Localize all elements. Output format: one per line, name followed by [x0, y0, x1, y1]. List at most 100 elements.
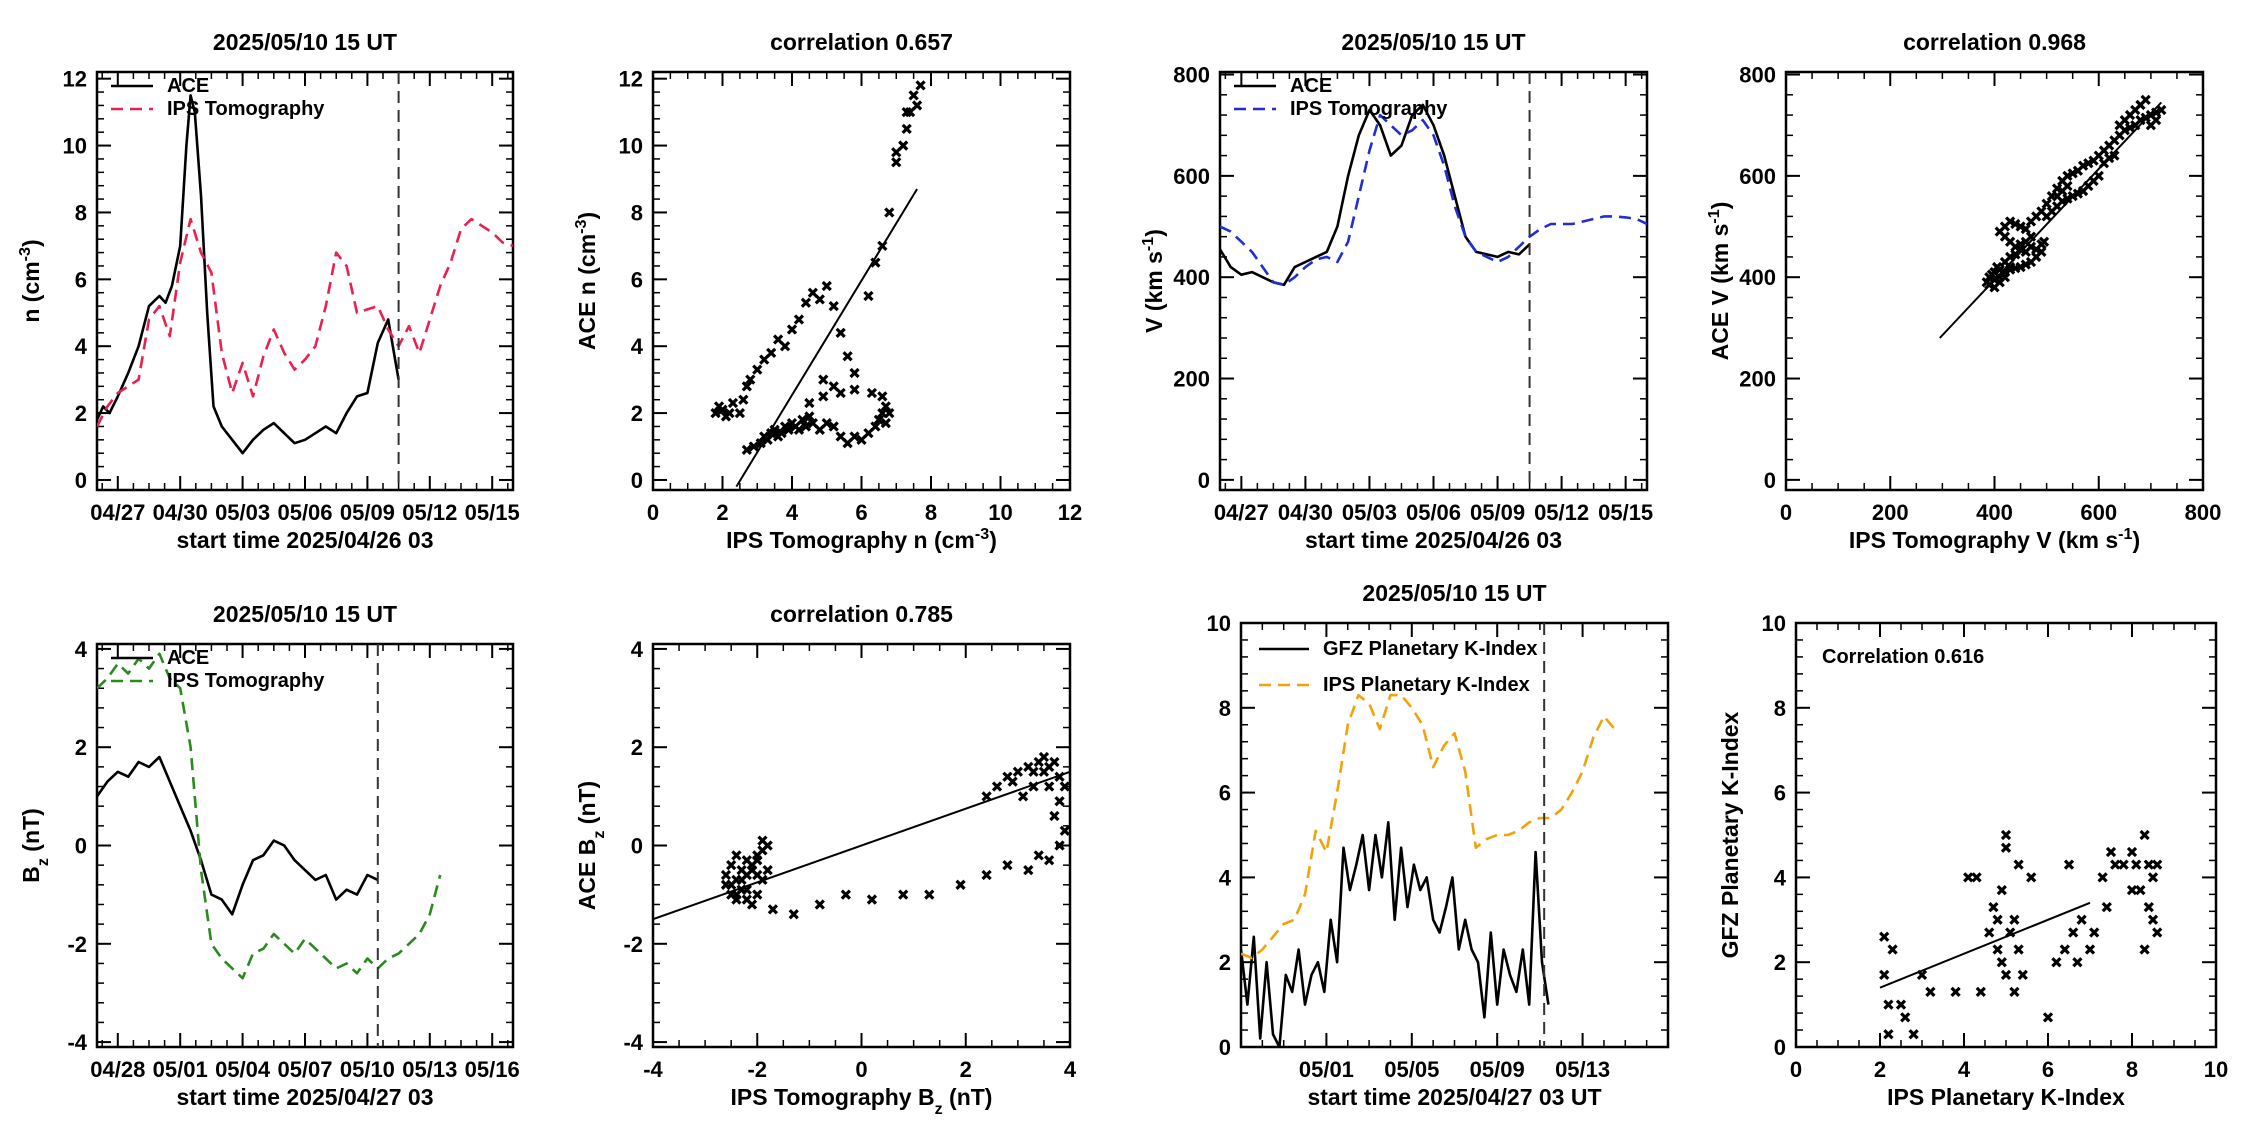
data-point	[757, 835, 768, 846]
data-point	[720, 869, 732, 881]
data-point	[828, 381, 839, 392]
x-tick-label: 05/16	[465, 1057, 520, 1082]
data-point	[2009, 914, 2020, 925]
y-tick-label: 600	[1173, 164, 1210, 189]
series-line-ace	[97, 94, 400, 455]
x-axis-label: IPS Tomography n (cm-3)	[726, 525, 997, 553]
data-point	[1054, 771, 1065, 782]
data-point	[2013, 859, 2024, 870]
data-point	[2139, 829, 2150, 841]
x-tick-label: 05/13	[402, 1057, 457, 1082]
x-tick-label: 05/13	[1555, 1057, 1610, 1082]
data-point	[762, 434, 773, 445]
y-tick-label: 4	[631, 334, 644, 359]
data-point	[2147, 872, 2159, 883]
legend-label: IPS Planetary K-Index	[1323, 674, 1530, 696]
x-tick-label: 2	[960, 1057, 972, 1082]
data-point	[1028, 781, 1039, 792]
data-point	[2140, 94, 2151, 105]
data-point	[835, 431, 846, 442]
x-tick-label: 05/15	[1598, 500, 1653, 525]
data-point	[804, 397, 815, 409]
data-point	[1879, 931, 1890, 942]
y-tick-label: 6	[1774, 781, 1786, 806]
data-point	[783, 424, 794, 435]
data-point	[828, 300, 839, 312]
data-point	[1023, 864, 1034, 876]
x-tick-label: 0	[1790, 1057, 1802, 1082]
data-point	[2068, 927, 2079, 938]
data-point	[769, 424, 780, 435]
data-point	[863, 290, 874, 302]
plot-frame	[95, 70, 515, 492]
series-line-gfz-planetary-k-index	[1241, 821, 1550, 1047]
y-tick-label: 10	[619, 134, 643, 159]
series-line-ips-tomography	[97, 652, 442, 980]
data-point	[2005, 216, 2016, 227]
legend-label: IPS Tomography	[167, 670, 325, 692]
chart-p2: correlation 0.657 0 2 4 6 8 10 12 0 2 4 6 8 10 12 IPS T…	[572, 29, 1082, 553]
plot-area	[1879, 829, 2163, 1040]
data-point	[1883, 999, 1894, 1010]
data-point	[981, 869, 992, 881]
data-point	[2017, 969, 2028, 981]
data-point	[1049, 810, 1060, 822]
data-point	[745, 374, 756, 385]
x-axis-label: start time 2025/04/27 03	[176, 1084, 433, 1110]
data-point	[1038, 751, 1050, 763]
data-point	[752, 869, 763, 881]
x-tick-label: 05/03	[1342, 500, 1397, 525]
x-tick-label: 4	[1958, 1057, 1971, 1082]
data-point	[856, 434, 867, 445]
data-point	[1988, 901, 1999, 913]
data-point	[901, 106, 912, 118]
data-point	[2098, 158, 2110, 169]
x-tick-label: 05/09	[340, 500, 395, 525]
data-point	[877, 240, 888, 252]
data-point	[2020, 259, 2031, 270]
fit-line	[1879, 901, 2091, 989]
x-tick-label: 200	[1872, 500, 1909, 525]
data-point	[870, 257, 881, 268]
y-tick-label: 2	[1219, 950, 1231, 975]
chart-p3: 2025/05/10 15 UT 04/27 04/30 05/03 05/06 05/0…	[1139, 29, 1653, 553]
x-tick-label: -4	[643, 1057, 663, 1082]
legend-label: ACE	[1290, 75, 1332, 97]
data-point	[2067, 191, 2078, 202]
data-point	[915, 80, 926, 91]
data-point	[1900, 1012, 1911, 1023]
data-point	[2005, 251, 2016, 263]
data-point	[2062, 170, 2073, 181]
data-point	[884, 207, 895, 218]
data-point	[908, 90, 919, 101]
chart-p1: 2025/05/10 15 UT 04/27 04/30 05/03 05/06 05/0…	[16, 29, 520, 553]
data-point	[880, 417, 891, 429]
data-point	[2067, 168, 2078, 179]
data-point	[828, 421, 839, 432]
data-point	[776, 428, 787, 439]
data-point	[898, 889, 909, 900]
y-tick-label: 10	[63, 134, 87, 159]
plot-area	[710, 80, 926, 488]
data-point	[2105, 846, 2117, 858]
data-point	[2051, 191, 2063, 202]
data-point	[818, 374, 829, 385]
data-point	[818, 391, 829, 402]
data-point	[2126, 846, 2138, 858]
y-axis-label: ACE Bz (nT)	[574, 781, 608, 910]
data-point	[2147, 914, 2159, 925]
data-point	[1883, 1029, 1894, 1040]
data-point	[2051, 183, 2063, 194]
data-point	[710, 407, 721, 419]
data-point	[1996, 884, 2007, 896]
chart-p8: 0 2 4 6 8 10 0 2 4 6 8 10 IPS Planetary K-Index GFZ P…	[1717, 611, 2228, 1110]
y-tick-label: 200	[1173, 367, 1210, 392]
data-point	[752, 364, 763, 375]
y-tick-label: 4	[1219, 865, 1232, 890]
data-point	[2077, 160, 2089, 171]
x-tick-label: 05/06	[1406, 500, 1461, 525]
legend-label: ACE	[167, 75, 209, 97]
data-point	[2076, 914, 2087, 925]
data-point	[849, 367, 860, 379]
data-point	[898, 140, 909, 151]
